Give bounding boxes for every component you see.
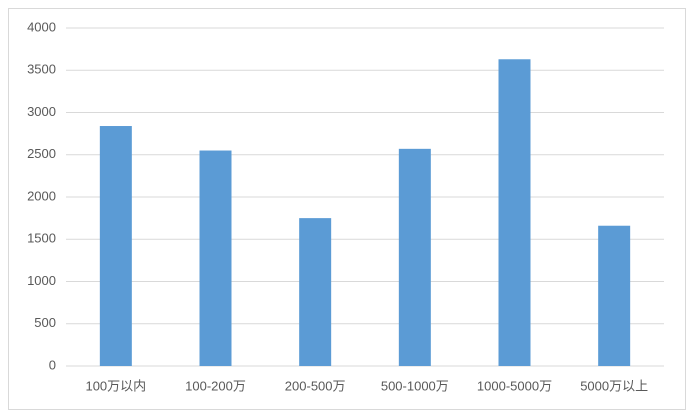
y-tick-label: 1500 [27, 231, 56, 246]
y-tick-label: 2000 [27, 188, 56, 203]
bar [199, 150, 232, 366]
y-tick-label: 1000 [27, 273, 56, 288]
y-tick-label: 3000 [27, 104, 56, 119]
x-tick-label: 1000-5000万 [477, 378, 552, 393]
y-tick-label: 0 [49, 357, 56, 372]
x-tick-label: 100万以内 [85, 378, 146, 393]
bar [498, 59, 531, 366]
x-tick-label: 500-1000万 [381, 378, 449, 393]
x-tick-label: 100-200万 [185, 378, 246, 393]
y-tick-label: 3500 [27, 62, 56, 77]
bar [598, 225, 631, 366]
y-tick-label: 500 [34, 315, 56, 330]
x-tick-label: 5000万以上 [580, 378, 648, 393]
bar [99, 126, 132, 367]
y-tick-label: 2500 [27, 146, 56, 161]
x-tick-label: 200-500万 [285, 378, 346, 393]
bar [299, 218, 332, 366]
y-tick-label: 4000 [27, 19, 56, 34]
bar [398, 148, 431, 366]
